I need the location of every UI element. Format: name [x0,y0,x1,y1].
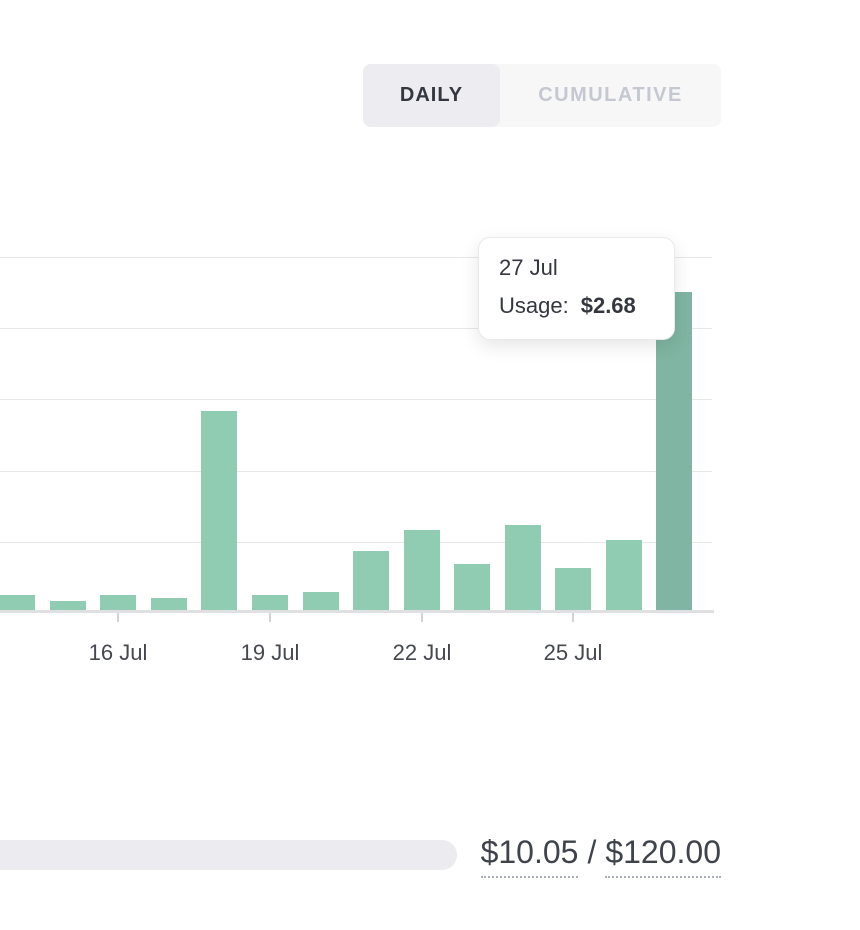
chart-bar[interactable] [303,592,339,610]
used-amount[interactable]: $10.05 [480,834,579,878]
toggle-option-cumulative[interactable]: CUMULATIVE [500,64,721,127]
usage-summary: $10.05/$120.00 [480,834,721,878]
amount-separator: / [587,834,597,870]
chart-bar[interactable] [353,551,389,610]
limit-amount[interactable]: $120.00 [605,834,721,878]
view-toggle: DAILY CUMULATIVE [363,64,721,127]
x-axis-tick [421,613,423,622]
x-axis-tick [117,613,119,622]
gridline [0,471,712,472]
gridline [0,399,712,400]
x-axis-line [0,610,714,613]
usage-progress-track [0,840,457,870]
chart-bar[interactable] [201,411,237,610]
chart-bar[interactable] [656,292,692,610]
x-axis-tick [572,613,574,622]
x-axis-label: 22 Jul [392,640,452,665]
chart-bar[interactable] [606,540,642,610]
chart-bar[interactable] [555,568,591,610]
gridline [0,328,712,329]
usage-chart [0,257,712,613]
chart-tooltip: 27 Jul Usage: $2.68 [478,237,675,340]
gridline [0,542,712,543]
tooltip-usage-row: Usage: $2.68 [499,293,658,319]
chart-bar[interactable] [505,525,541,610]
tooltip-usage-value: $2.68 [580,293,636,318]
chart-bar[interactable] [100,595,136,610]
chart-bar[interactable] [252,595,288,610]
tooltip-date: 27 Jul [499,255,558,280]
x-axis-label: 19 Jul [240,640,300,665]
x-axis-label: 25 Jul [543,640,603,665]
toggle-option-daily[interactable]: DAILY [363,64,500,127]
x-axis: 16 Jul 19 Jul 22 Jul 25 Jul [0,613,714,673]
chart-bar[interactable] [0,595,35,610]
chart-bar[interactable] [151,598,187,610]
gridline [0,257,712,258]
chart-bar[interactable] [50,601,86,610]
x-axis-label: 16 Jul [88,640,148,665]
tooltip-usage-label: Usage: [499,293,569,318]
chart-bar[interactable] [454,564,490,610]
x-axis-tick [269,613,271,622]
chart-bar[interactable] [404,530,440,610]
